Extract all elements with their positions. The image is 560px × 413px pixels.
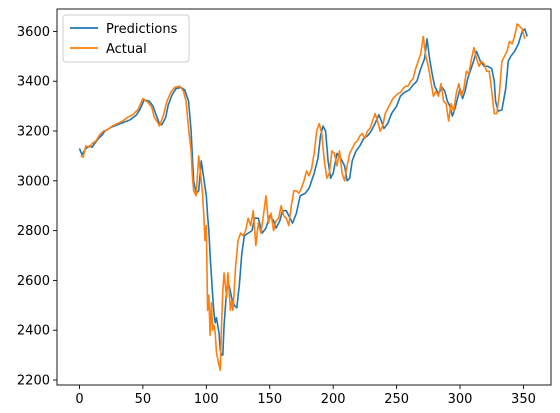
legend: Predictions Actual bbox=[63, 15, 189, 62]
x-tick-label: 200 bbox=[321, 392, 346, 407]
x-tick-label: 350 bbox=[511, 392, 536, 407]
y-tick-label: 2600 bbox=[17, 274, 50, 289]
plot-background bbox=[57, 9, 551, 385]
y-tick-label: 3200 bbox=[17, 125, 50, 140]
y-tick-label: 2400 bbox=[17, 324, 50, 339]
x-tick-label: 100 bbox=[194, 392, 219, 407]
x-tick-label: 300 bbox=[448, 392, 473, 407]
y-tick-label: 2800 bbox=[17, 224, 50, 239]
x-tick-label: 50 bbox=[135, 392, 152, 407]
legend-label-predictions: Predictions bbox=[106, 22, 178, 37]
y-tick-label: 2200 bbox=[17, 374, 50, 389]
x-tick-label: 150 bbox=[257, 392, 282, 407]
y-tick-label: 3000 bbox=[17, 174, 50, 189]
x-tick-label: 0 bbox=[75, 392, 83, 407]
y-tick-label: 3600 bbox=[17, 25, 50, 40]
y-tick-label: 3400 bbox=[17, 75, 50, 90]
legend-label-actual: Actual bbox=[106, 42, 147, 57]
x-tick-label: 250 bbox=[384, 392, 409, 407]
